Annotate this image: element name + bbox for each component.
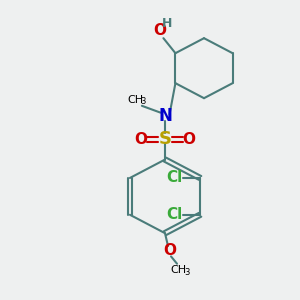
Text: O: O (182, 132, 196, 147)
Text: S: S (158, 130, 172, 148)
Text: N: N (158, 107, 172, 125)
Text: O: O (163, 243, 176, 258)
Text: H: H (162, 17, 172, 31)
Text: Cl: Cl (166, 207, 182, 222)
Text: O: O (134, 132, 148, 147)
Text: 3: 3 (140, 98, 146, 106)
Text: 3: 3 (184, 268, 189, 277)
Text: CH: CH (127, 94, 143, 104)
Text: O: O (153, 23, 166, 38)
Text: Cl: Cl (166, 170, 182, 185)
Text: CH: CH (170, 265, 187, 275)
